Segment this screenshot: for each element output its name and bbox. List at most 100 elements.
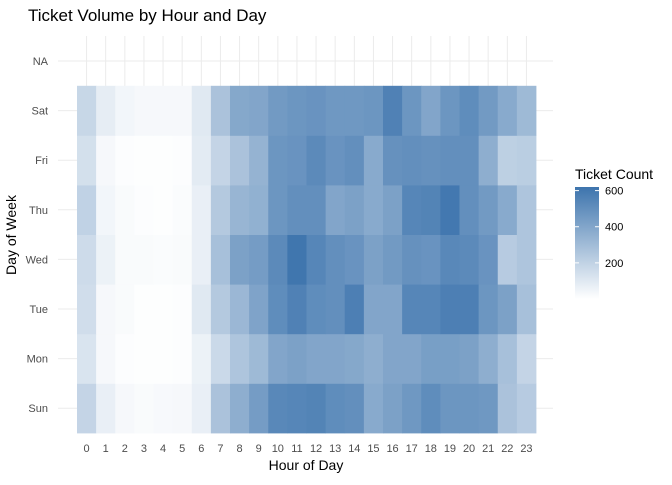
heatmap-cell [115, 234, 135, 285]
x-tick-label: 19 [444, 443, 456, 455]
heatmap-cell [134, 135, 154, 186]
heatmap-cell [230, 85, 250, 136]
heatmap-cell [306, 333, 327, 384]
chart-title: Ticket Volume by Hour and Day [28, 6, 267, 25]
heatmap-cell [249, 85, 269, 136]
x-tick-label: 9 [256, 443, 262, 455]
heatmap-cell [172, 185, 193, 235]
heatmap-cell [497, 234, 518, 285]
heatmap-cell [516, 185, 537, 235]
heatmap-cell [459, 185, 480, 235]
heatmap-cell [210, 185, 231, 235]
heatmap-cell [363, 234, 384, 285]
heatmap-cell [77, 383, 97, 434]
heatmap-cell [383, 135, 403, 186]
x-tick-label: 12 [310, 443, 322, 455]
heatmap-cell [516, 333, 537, 384]
heatmap-cell [115, 333, 135, 384]
heatmap-cell [402, 284, 422, 335]
heatmap-cell [421, 185, 441, 235]
heatmap-cell [478, 234, 499, 285]
heatmap-cell [268, 185, 288, 235]
heatmap-cell [402, 185, 422, 235]
heatmap-cell [325, 234, 346, 285]
heatmap-cell [210, 383, 231, 434]
legend-color-bar [575, 187, 599, 299]
heatmap-cell [77, 85, 97, 136]
heatmap-cell [459, 234, 480, 285]
heatmap-cell [325, 284, 346, 335]
heatmap-cell [230, 284, 250, 335]
heatmap-cell [210, 234, 231, 285]
heatmap-cell [115, 383, 135, 434]
heatmap-cell [497, 185, 518, 235]
heatmap-cell [478, 135, 499, 186]
heatmap-cell [249, 333, 269, 384]
heatmap-cell [440, 383, 460, 434]
heatmap-cell [421, 333, 441, 384]
legend-tick-label: 200 [605, 258, 623, 270]
heatmap-cell [363, 383, 384, 434]
heatmap-cell [115, 85, 135, 136]
heatmap-cell [421, 135, 441, 186]
heatmap-cell [172, 383, 193, 434]
heatmap-cell [191, 333, 212, 384]
heatmap-cell [77, 284, 97, 335]
heatmap-cell [287, 234, 307, 285]
heatmap-cell [421, 383, 441, 434]
heatmap-cell [210, 135, 231, 186]
heatmap-cell [421, 284, 441, 335]
x-tick-label: 8 [237, 443, 243, 455]
heatmap-cell [172, 135, 193, 186]
heatmap-cell [363, 284, 384, 335]
heatmap-cell [96, 85, 116, 136]
heatmap-cell [459, 284, 480, 335]
heatmap-cell [287, 333, 307, 384]
heatmap-cell [497, 284, 518, 335]
heatmap-cell [421, 234, 441, 285]
heatmap-cell [516, 284, 537, 335]
heatmap-cell [134, 333, 154, 384]
heatmap-cell [77, 185, 97, 235]
heatmap-cell [497, 85, 518, 136]
x-axis-ticks: 0 1 2 3 4 5 6 7 8 9 10 11 12 13 14 15 16 17 18 19 20 21 22 23 [84, 443, 533, 455]
x-tick-label: 14 [348, 443, 360, 455]
heatmap-cell [172, 234, 193, 285]
heatmap-cell [268, 85, 288, 136]
heatmap-cell [440, 135, 460, 186]
heatmap-cell [153, 333, 174, 384]
legend-title: Ticket Count [575, 166, 653, 182]
heatmap-cell [306, 284, 327, 335]
heatmap-cell [268, 284, 288, 335]
heatmap-cell [516, 135, 537, 186]
heatmap-cell [268, 383, 288, 434]
y-tick-label: Sat [31, 106, 48, 118]
heatmap-cell [153, 135, 174, 186]
x-tick-label: 2 [122, 443, 128, 455]
heatmap-cell [421, 85, 441, 136]
heatmap-cell [287, 85, 307, 136]
heatmap-cell [306, 85, 327, 136]
heatmap-cell [383, 185, 403, 235]
heatmap-cell [383, 333, 403, 384]
heatmap-cell [191, 383, 212, 434]
legend-tick-label: 600 [605, 186, 623, 198]
heatmap-cell [344, 185, 365, 235]
heatmap-cell [230, 383, 250, 434]
heatmap-cell [191, 234, 212, 285]
x-tick-label: 21 [482, 443, 494, 455]
heatmap-cell [459, 383, 480, 434]
x-tick-label: 3 [141, 443, 147, 455]
x-tick-label: 11 [291, 443, 302, 455]
heatmap-cell [115, 135, 135, 186]
heatmap-cell [230, 333, 250, 384]
heatmap-cell [497, 383, 518, 434]
x-tick-label: 20 [463, 443, 475, 455]
heatmap-cell [172, 85, 193, 136]
heatmap-cell [440, 234, 460, 285]
heatmap-cell [115, 284, 135, 335]
heatmap-cell [191, 135, 212, 186]
heatmap-cell [363, 185, 384, 235]
heatmap-cell [363, 85, 384, 136]
